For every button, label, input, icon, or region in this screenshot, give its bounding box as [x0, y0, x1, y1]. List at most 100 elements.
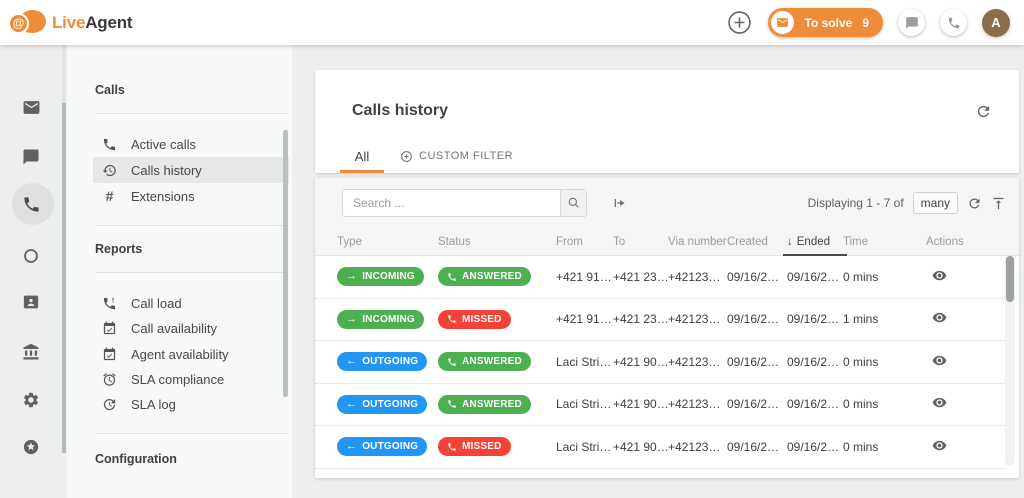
time-cell: 0 mins [843, 439, 879, 454]
column-header-type[interactable]: Type [337, 235, 362, 248]
to-cell: +421 23… [613, 312, 668, 327]
tab-custom-filter[interactable]: CUSTOM FILTER [400, 139, 513, 173]
via-cell: +42123… [668, 269, 721, 284]
phone-icon [448, 315, 456, 323]
sidebar-item-agent-availability[interactable]: Agent availability [93, 341, 289, 367]
from-cell: +421 91… [556, 312, 612, 327]
via-cell: +42123… [668, 354, 721, 369]
created-cell: 09/16/2… [727, 354, 780, 369]
to-solve-button[interactable]: To solve 9 [767, 8, 883, 37]
star-circle-icon [22, 438, 40, 456]
view-call-button[interactable] [932, 268, 947, 283]
search-input[interactable] [342, 189, 560, 217]
view-call-button[interactable] [932, 438, 947, 453]
phone-icon [448, 400, 456, 408]
to-solve-count: 9 [862, 15, 869, 30]
pagination-area: Displaying 1 - 7 of many [808, 178, 1006, 228]
column-header-time[interactable]: Time [843, 235, 869, 248]
displaying-label: Displaying 1 - 7 of [807, 196, 904, 210]
column-header-status[interactable]: Status [438, 235, 471, 248]
chat-icon [905, 16, 919, 30]
forward-filter-button[interactable] [612, 195, 628, 211]
type-badge: ← OUTGOING [337, 437, 428, 457]
eye-icon [932, 398, 947, 408]
bank-icon [22, 343, 40, 361]
sidebar-scrollbar-thumb[interactable] [283, 130, 288, 397]
view-call-button[interactable] [932, 353, 947, 368]
sort-indicator [783, 254, 847, 256]
tab-custom-filter-label: CUSTOM FILTER [419, 150, 514, 162]
to-cell: +421 90… [613, 354, 668, 369]
view-call-button[interactable] [932, 310, 947, 325]
sidebar-item-call-availability[interactable]: Call availability [93, 315, 289, 341]
table-filter-bar: Displaying 1 - 7 of many [315, 178, 1019, 228]
calendar-check-icon [101, 321, 118, 336]
active-rail-highlight [12, 183, 54, 225]
liveagent-logo[interactable]: @ LiveAgent [8, 9, 133, 37]
to-cell: +421 90… [613, 439, 668, 454]
sidebar-item-label: SLA log [131, 396, 176, 412]
from-cell: Laci Stri… [556, 397, 612, 412]
column-header-created[interactable]: Created [727, 235, 768, 248]
column-header-via[interactable]: Via number [668, 235, 727, 248]
refresh-table-button[interactable] [967, 196, 982, 211]
envelope-icon [770, 11, 794, 34]
to-solve-label: To solve [804, 15, 853, 30]
tab-all[interactable]: All [340, 139, 384, 173]
filter-tabs: All CUSTOM FILTER [340, 139, 513, 173]
view-call-button[interactable] [932, 395, 947, 410]
table-scrollbar-thumb[interactable] [1006, 256, 1014, 302]
scroll-top-button[interactable] [991, 196, 1006, 211]
plus-circle-icon [400, 150, 413, 163]
sidebar-item-sla-log[interactable]: SLA log [93, 391, 289, 417]
column-header-from[interactable]: From [556, 235, 583, 248]
sidebar-section-calls: Calls [95, 83, 125, 97]
sidebar-item-extensions[interactable]: # Extensions [93, 183, 289, 209]
column-header-to[interactable]: To [613, 235, 626, 248]
column-header-ended[interactable]: ↓ Ended [787, 235, 831, 248]
created-cell: 09/16/2… [727, 439, 780, 454]
table-row: ← OUTGOING ANSWERED Laci Stri… +421 90… +… [315, 384, 1005, 426]
refresh-button[interactable] [975, 103, 992, 120]
chats-button[interactable] [898, 9, 925, 36]
rail-item-plugins[interactable] [0, 427, 62, 467]
via-cell: +42123… [668, 439, 721, 454]
rail-item-company[interactable] [0, 332, 62, 372]
rail-item-monitoring[interactable] [0, 236, 62, 276]
sidebar-item-label: Active calls [131, 136, 197, 152]
sidebar-item-call-load[interactable]: Call load [93, 290, 289, 316]
time-cell: 0 mins [843, 397, 879, 412]
rail-item-settings[interactable] [0, 380, 62, 420]
sidebar-item-sla-compliance[interactable]: SLA compliance [93, 366, 289, 392]
table-row: ← OUTGOING MISSED Laci Stri… +421 90… +42… [315, 426, 1005, 469]
total-count-button[interactable]: many [912, 192, 958, 214]
sidebar-item-label: Calls history [131, 162, 202, 178]
table-row: → INCOMING MISSED +421 91… +421 23… +4212… [315, 299, 1005, 341]
avatar[interactable]: A [982, 8, 1010, 37]
arrow-left-icon: ← [346, 397, 358, 410]
to-cell: +421 23… [613, 269, 668, 284]
column-header-actions[interactable]: Actions [926, 235, 964, 248]
search-button[interactable] [560, 189, 587, 217]
divider [95, 272, 288, 273]
ended-cell: 09/16/2… [787, 397, 840, 412]
sidebar-item-active-calls[interactable]: Active calls [93, 131, 289, 157]
sidebar-item-calls-history[interactable]: Calls history [93, 157, 289, 183]
rail-item-calls[interactable] [0, 184, 62, 224]
table-row: ← OUTGOING ANSWERED Laci Stri… +421 90… +… [315, 341, 1005, 384]
mail-icon [22, 98, 41, 117]
status-badge: ANSWERED [438, 394, 531, 414]
type-badge: → INCOMING [337, 309, 424, 329]
rail-scrollbar-thumb[interactable] [62, 103, 66, 453]
skip-arrow-icon [612, 195, 628, 211]
rail-item-tickets[interactable] [0, 87, 62, 127]
status-badge: MISSED [438, 309, 511, 329]
calls-button[interactable] [940, 9, 967, 36]
sidebar-item-label: SLA compliance [131, 371, 225, 387]
rail-item-chats[interactable] [0, 137, 62, 177]
add-button[interactable] [726, 9, 753, 36]
eye-icon [932, 313, 947, 323]
created-cell: 09/16/2… [727, 397, 780, 412]
rail-item-contacts[interactable] [0, 282, 62, 322]
time-cell: 1 mins [843, 312, 879, 327]
